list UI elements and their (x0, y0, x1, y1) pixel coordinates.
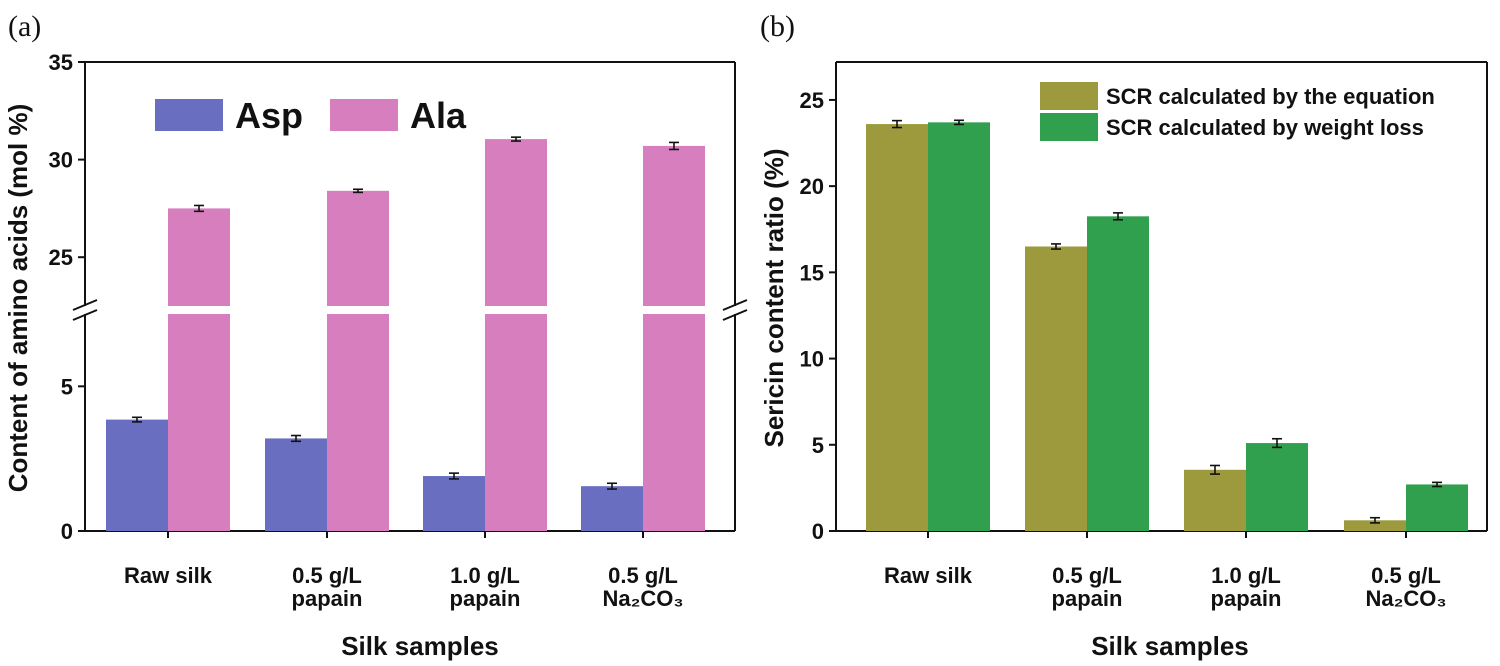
panel-b-y-tick-label-15: 15 (800, 260, 824, 285)
panel-b-y-tick-label-20: 20 (800, 174, 824, 199)
panel-b-x-axis-title: Silk samples (1091, 631, 1249, 661)
panel-b-y-tick-label-0: 0 (812, 519, 824, 544)
bar-ala-2-lower (485, 314, 547, 531)
panel-a-break-gap-0 (73, 306, 97, 314)
bar-ala-3-upper (643, 145, 705, 306)
panel-a-category-label-2-line2: papain (450, 586, 521, 611)
panel-a-chart: (a) Silk samples Content of amino acids … (3, 10, 499, 661)
panel-b-category-label-3-line2: Na₂CO₃ (1365, 586, 1446, 611)
bar-scr-calculated-by-the-equation-0 (866, 124, 928, 531)
bar-asp-2 (423, 476, 485, 531)
bar-scr-calculated-by-the-equation-1 (1025, 246, 1087, 531)
panel-b-y-tick-label-25: 25 (800, 88, 824, 113)
legend-label-weight-loss: SCR calculated by weight loss (1106, 115, 1424, 140)
bar-asp-0 (106, 419, 168, 531)
panel-a-y-axis-title: Content of amino acids (mol %) (3, 104, 33, 493)
panel-a-break-mark-upper-0 (72, 299, 98, 311)
bar-asp-3 (581, 486, 643, 531)
panel-b-category-label-1-line2: papain (1052, 586, 1123, 611)
panel-a-y-tick-label-25: 25 (49, 245, 73, 270)
legend-label-ala: Ala (410, 95, 467, 136)
panel-b-category-label-2-line2: papain (1211, 586, 1282, 611)
panel-b-category-label-3: 0.5 g/L (1371, 563, 1441, 588)
panel-a-x-axis-title: Silk samples (341, 631, 499, 661)
panel-a-break-mark-lower-1 (722, 309, 748, 321)
panel-a-category-label-0: Raw silk (124, 563, 213, 588)
panel-a-category-label-3: 0.5 g/L (608, 563, 678, 588)
panel-b-category-label-0: Raw silk (884, 563, 973, 588)
panel-a-category-label-1-line2: papain (292, 586, 363, 611)
bar-ala-3-lower (643, 314, 705, 531)
legend-swatch-equation (1040, 82, 1098, 110)
panel-a-y-tick-label-0: 0 (61, 519, 73, 544)
bar-scr-calculated-by-weight-loss-3 (1406, 484, 1468, 531)
legend-swatch-ala (330, 99, 398, 131)
bar-ala-1-upper (327, 190, 389, 306)
panel-b-label: (b) (760, 10, 795, 43)
panel-b-y-axis-title: Sericin content ratio (%) (759, 148, 789, 447)
panel-a-break-gap-1 (723, 306, 747, 314)
panel-b-y-tick-label-10: 10 (800, 347, 824, 372)
legend-swatch-asp (155, 99, 223, 131)
panel-a-y-tick-label-5: 5 (61, 374, 73, 399)
bar-ala-0-lower (168, 314, 230, 531)
panel-a-break-mark-lower-0 (72, 309, 98, 321)
legend-swatch-weight-loss (1040, 113, 1098, 141)
panel-a-y-tick-label-35: 35 (49, 50, 73, 75)
panel-b-chart: (b) Silk samples Sericin content ratio (… (759, 10, 1435, 661)
bar-asp-1 (265, 438, 327, 531)
bar-scr-calculated-by-weight-loss-2 (1246, 443, 1308, 531)
legend-label-asp: Asp (235, 95, 303, 136)
bar-scr-calculated-by-weight-loss-0 (928, 122, 990, 531)
panel-a-category-label-1: 0.5 g/L (292, 563, 362, 588)
legend-label-equation: SCR calculated by the equation (1106, 84, 1435, 109)
panel-b-category-label-2: 1.0 g/L (1211, 563, 1281, 588)
bar-ala-2-upper (485, 139, 547, 306)
panel-a-y-tick-label-30: 30 (49, 148, 73, 173)
bar-scr-calculated-by-the-equation-3 (1344, 520, 1406, 531)
bar-scr-calculated-by-weight-loss-1 (1087, 216, 1149, 531)
panel-b-y-tick-label-5: 5 (812, 433, 824, 458)
panel-a-break-mark-upper-1 (722, 299, 748, 311)
panel-b-category-label-1: 0.5 g/L (1052, 563, 1122, 588)
bar-ala-1-lower (327, 314, 389, 531)
panel-a-label: (a) (8, 10, 41, 43)
panel-a-category-label-2: 1.0 g/L (450, 563, 520, 588)
bar-scr-calculated-by-the-equation-2 (1184, 469, 1246, 531)
bar-ala-0-upper (168, 208, 230, 306)
panel-a-category-label-3-line2: Na₂CO₃ (602, 586, 683, 611)
